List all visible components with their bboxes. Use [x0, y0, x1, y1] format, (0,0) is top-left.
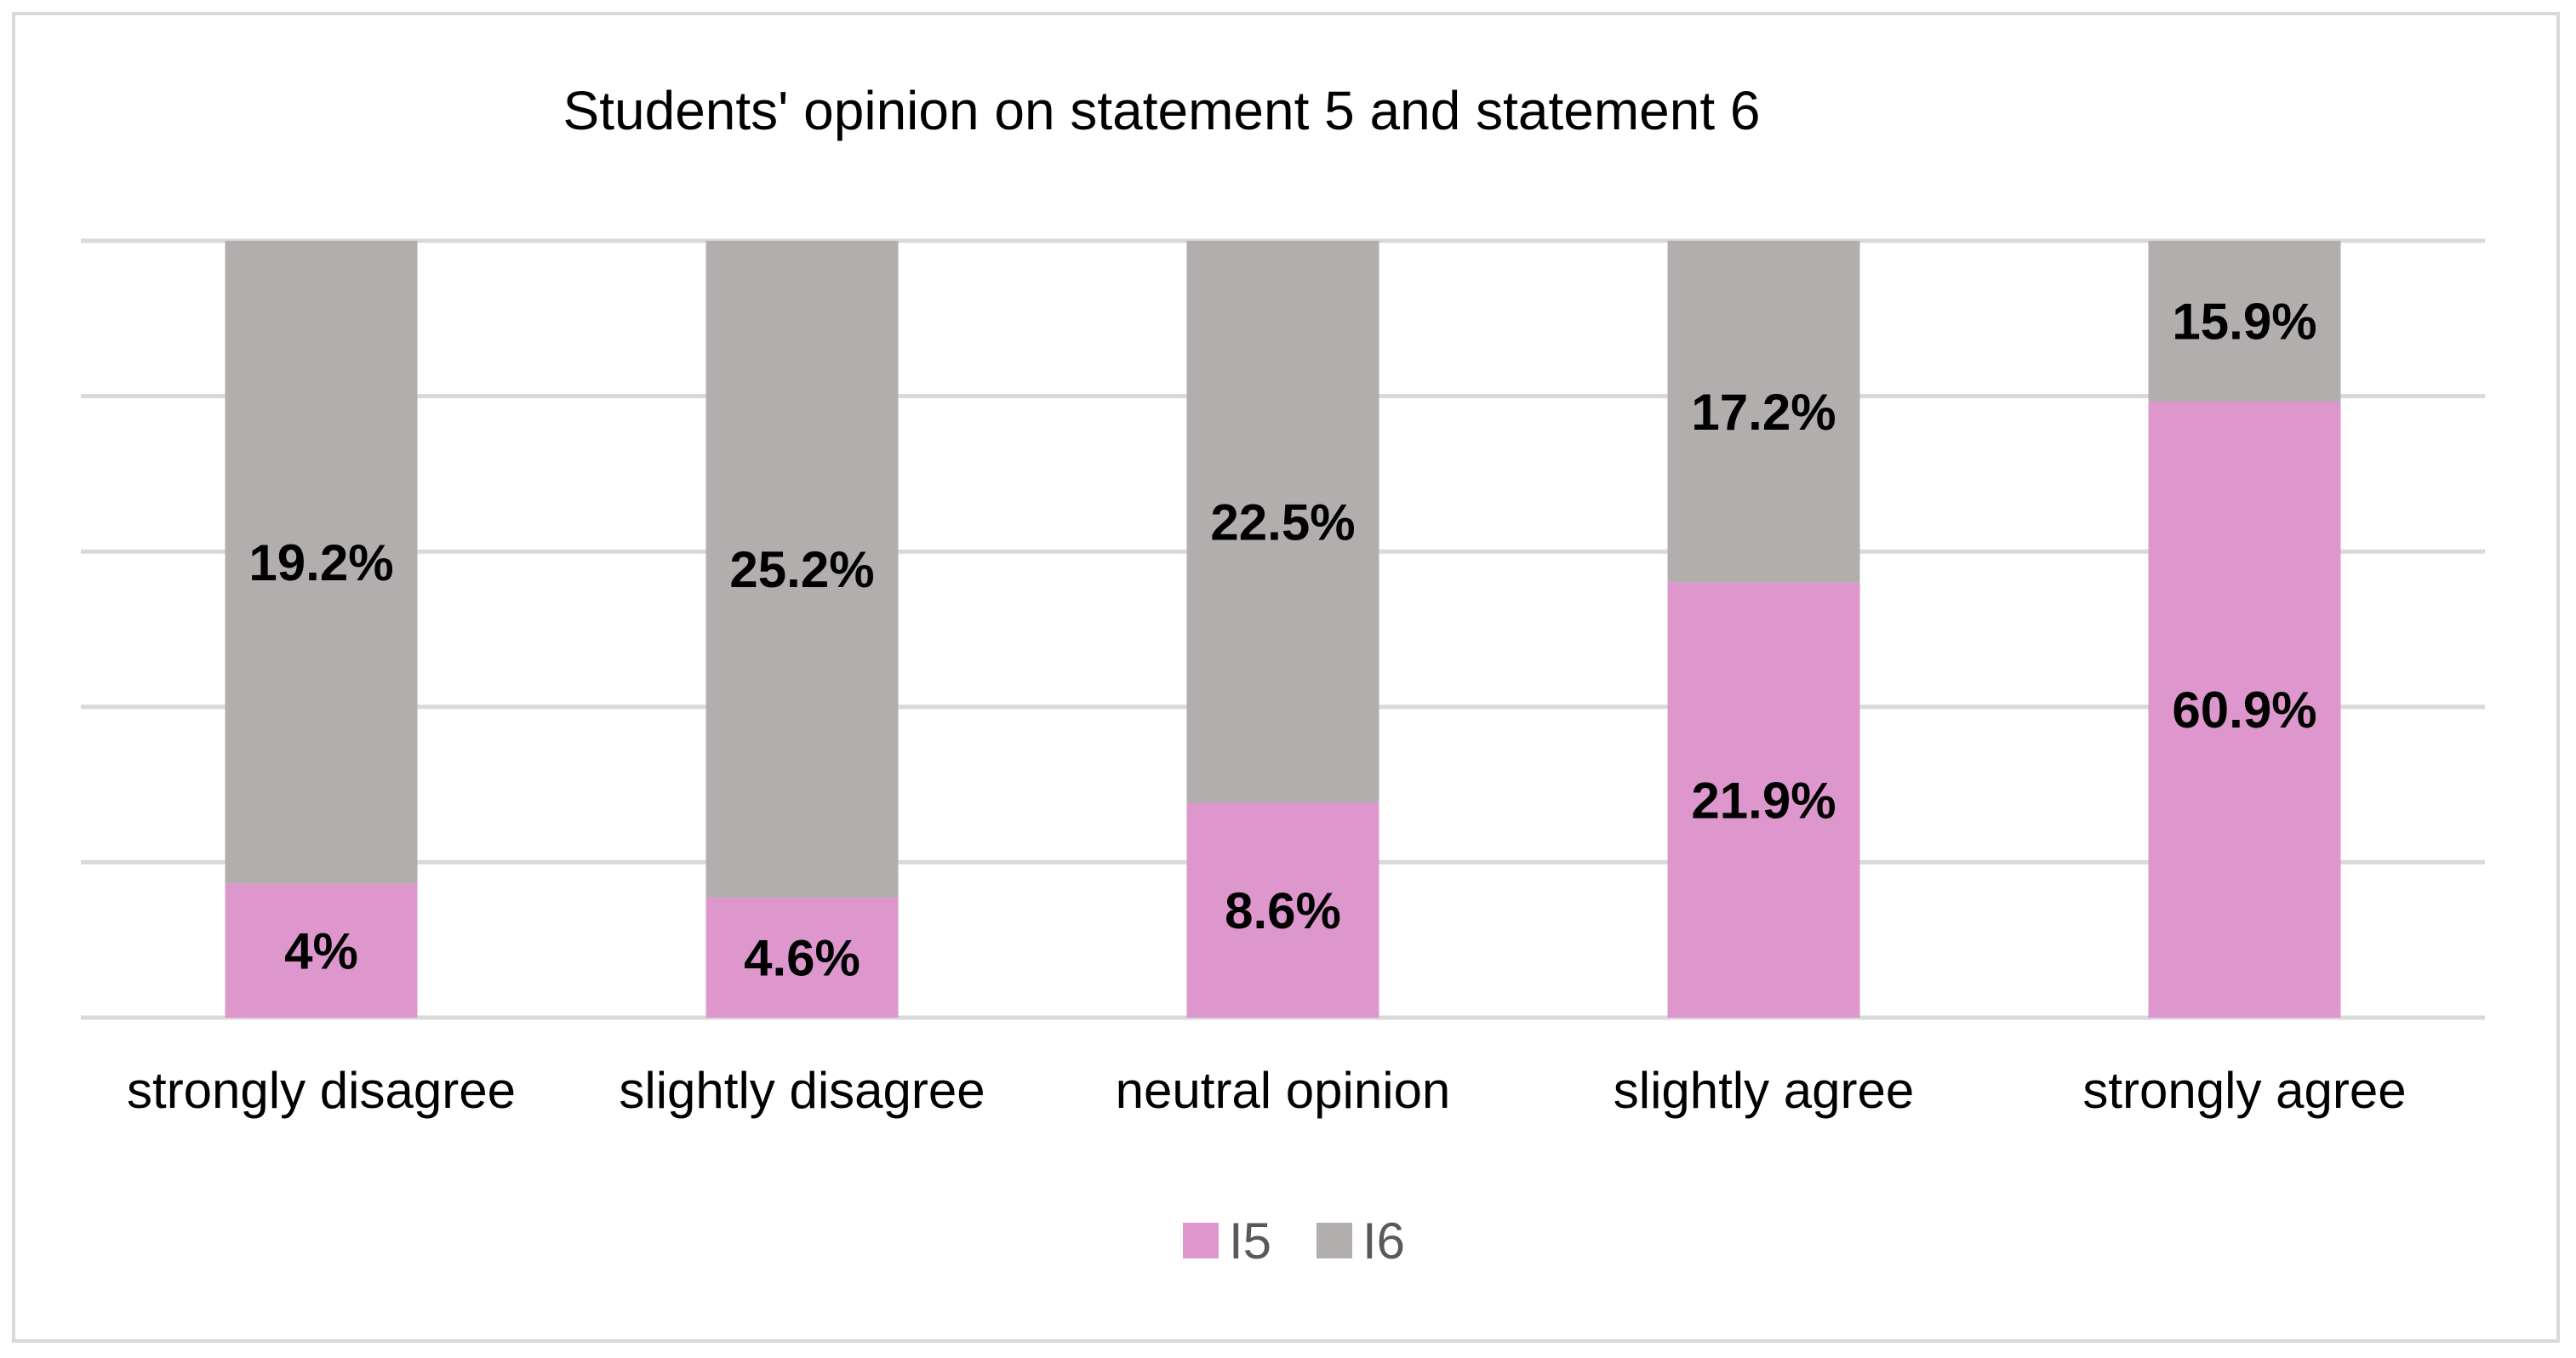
bar-i6-2 [705, 241, 899, 899]
bar-i5-3 [1186, 802, 1379, 1018]
bar-i5-1 [225, 883, 418, 1018]
data-labels: 4% 19.2% 4.6% 25.2% 8.6% 22.5% 21.9% 17.2% 60.9%… [248, 294, 2316, 987]
bar-i5-4 [1667, 582, 1860, 1018]
data-label-i6-2: 25.2% [729, 541, 874, 598]
bar-i6-3 [1186, 241, 1379, 803]
bar-i6-5 [2148, 241, 2341, 402]
category-label: strongly agree [2082, 1062, 2406, 1119]
data-label-i5-1: 4% [284, 922, 358, 979]
data-label-i5-5: 60.9% [2172, 682, 2316, 739]
bar-i6-4 [1667, 241, 1860, 583]
data-label-i6-5: 15.9% [2172, 294, 2316, 351]
category-label: slightly disagree [619, 1062, 985, 1119]
category-label: strongly disagree [127, 1062, 516, 1119]
legend-swatch-i6 [1317, 1223, 1352, 1258]
legend-swatch-i5 [1183, 1223, 1219, 1258]
legend-label-i5: I5 [1229, 1212, 1271, 1270]
bars [225, 241, 2341, 1018]
bar-i5-5 [2148, 402, 2341, 1018]
category-labels: strongly disagree slightly disagree neutra… [127, 1062, 2407, 1119]
data-label-i6-1: 19.2% [248, 534, 393, 591]
data-label-i5-3: 8.6% [1225, 882, 1341, 939]
data-label-i6-3: 22.5% [1210, 494, 1355, 551]
legend: I5 I6 [1183, 1212, 1405, 1270]
bar-i6-1 [225, 241, 418, 884]
category-label: slightly agree [1614, 1062, 1915, 1119]
data-label-i5-2: 4.6% [744, 930, 860, 987]
bar-i5-2 [705, 898, 899, 1018]
chart-title: Students' opinion on statement 5 and sta… [563, 80, 1761, 141]
legend-label-i6: I6 [1362, 1212, 1405, 1270]
category-label: neutral opinion [1116, 1062, 1451, 1119]
data-label-i6-4: 17.2% [1691, 384, 1836, 441]
data-label-i5-4: 21.9% [1691, 772, 1836, 829]
